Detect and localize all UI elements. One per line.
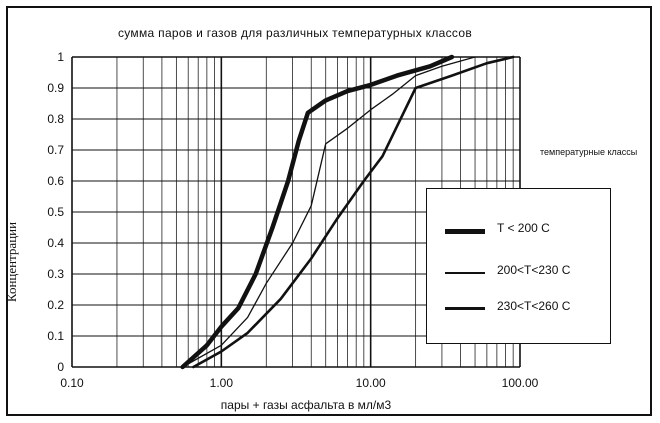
legend-label-series-3: 230<T<260 C [497, 299, 571, 313]
y-tick-label: 0 [57, 360, 64, 374]
series-line-1 [180, 54, 455, 370]
series-layer [180, 54, 515, 370]
y-tick-label: 0.2 [47, 298, 64, 312]
y-tick-label: 0.6 [47, 174, 64, 188]
chart-title: сумма паров и газов для различных темпер… [117, 26, 473, 40]
y-tick-label: 0.7 [47, 143, 64, 157]
legend-item-series-3: 230<T<260 C [427, 297, 610, 319]
legend-swatch-series-2 [445, 272, 485, 274]
series-line-2 [181, 56, 476, 368]
legend-item-series-2: 200<T<230 C [427, 261, 610, 283]
y-tick-label: 0.1 [47, 329, 64, 343]
chart-frame [6, 6, 652, 416]
legend-item-series-1: T < 200 C [427, 219, 610, 241]
y-tick-label: 1 [57, 50, 64, 64]
legend-swatch-series-3 [445, 307, 485, 310]
x-tick-label: 100.00 [502, 376, 539, 390]
legend: T < 200 C 200<T<230 C 230<T<260 C [426, 188, 611, 344]
x-tick-label: 1.00 [210, 376, 234, 390]
legend-label-series-1: T < 200 C [497, 221, 550, 235]
y-tick-label: 0.3 [47, 267, 64, 281]
y-tick-label: 0.9 [47, 81, 64, 95]
x-tick-label: 0.10 [60, 376, 84, 390]
series-line-3 [192, 55, 515, 369]
y-tick-label: 0.8 [47, 112, 64, 126]
y-tick-label: 0.5 [47, 205, 64, 219]
legend-title: температурные классы [540, 147, 638, 157]
y-tick-label: 0.4 [47, 236, 64, 250]
x-axis-label: пары + газы асфальта в мл/м3 [220, 398, 392, 412]
legend-swatch-series-1 [445, 229, 485, 234]
y-axis-label: Концентрации [4, 221, 19, 303]
legend-label-series-2: 200<T<230 C [497, 263, 571, 277]
x-tick-label: 10.00 [356, 376, 386, 390]
tick-labels: 0 0.1 0.2 0.3 0.4 0.5 0.6 0.7 0.8 0.9 1 0.10 1.00 10.… [47, 50, 538, 390]
